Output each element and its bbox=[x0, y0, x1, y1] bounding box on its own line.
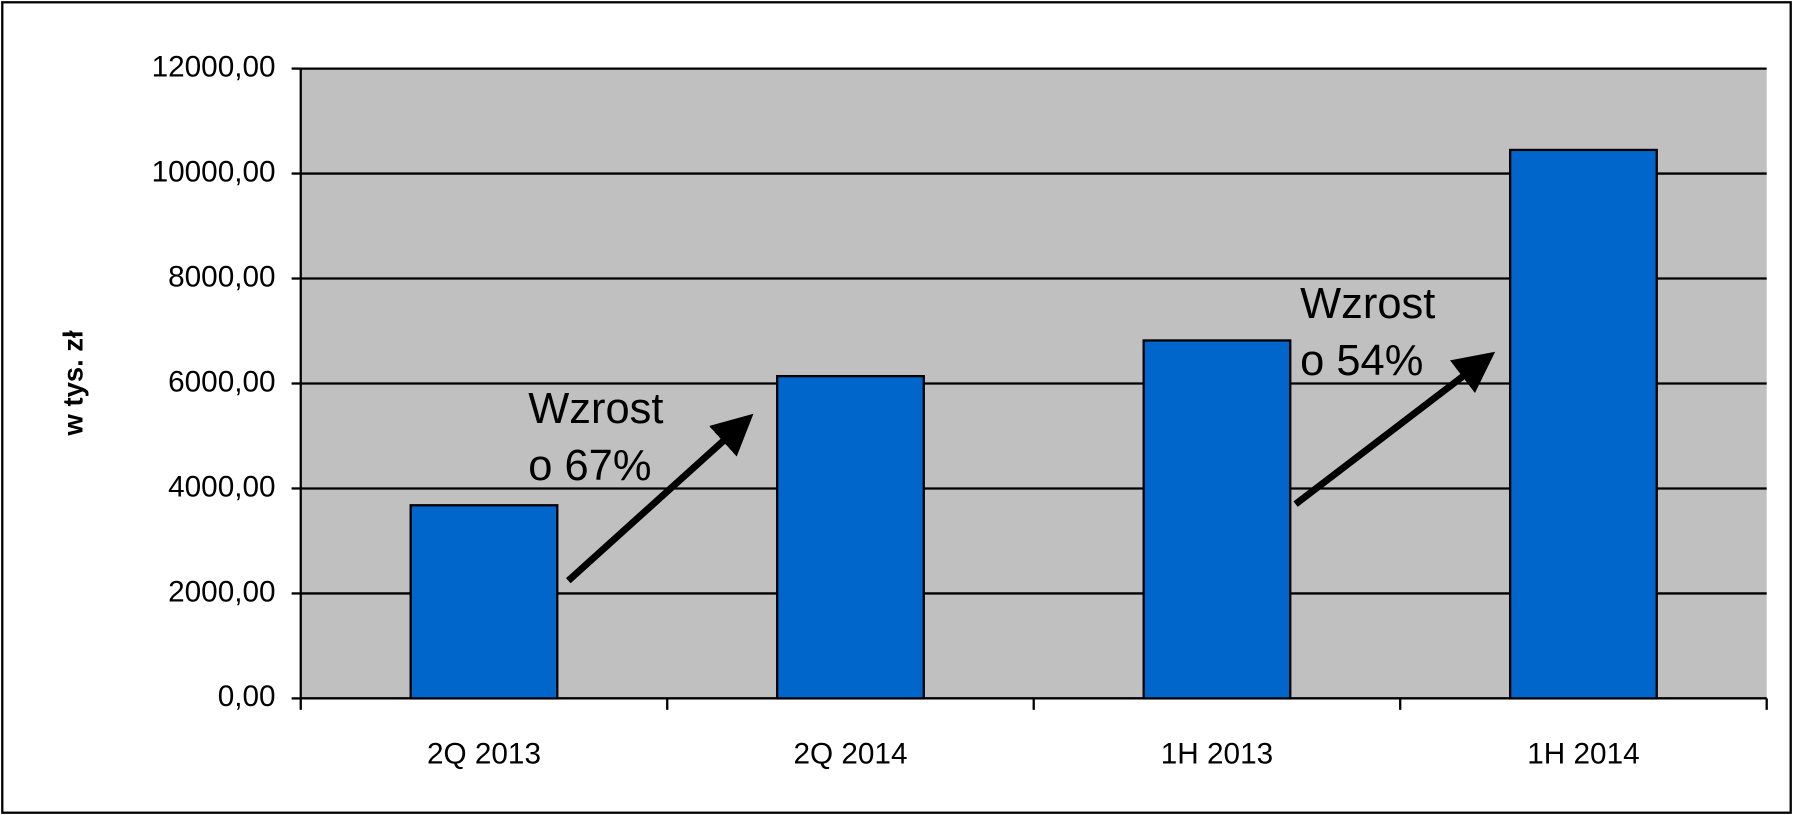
x-tick-label: 2Q 2014 bbox=[793, 737, 907, 770]
x-tick-label: 1H 2013 bbox=[1161, 737, 1273, 770]
bar bbox=[409, 504, 559, 700]
y-tick-label: 4000,00 bbox=[168, 470, 275, 503]
y-tick-label: 10000,00 bbox=[152, 155, 276, 188]
arrow bbox=[1293, 351, 1496, 507]
bar bbox=[1509, 148, 1658, 700]
bar bbox=[776, 375, 925, 700]
arrow bbox=[566, 413, 754, 584]
bar bbox=[1142, 339, 1292, 700]
y-tick-label: 6000,00 bbox=[168, 365, 275, 398]
annotation: Wzrost bbox=[528, 385, 663, 433]
y-tick-label: 12000,00 bbox=[152, 50, 276, 83]
y-tick-label: 0,00 bbox=[218, 680, 276, 713]
annotation: o 67% bbox=[528, 442, 651, 490]
annotation: o 54% bbox=[1300, 337, 1423, 385]
annotation: Wzrost bbox=[1300, 280, 1435, 328]
x-tick-label: 1H 2014 bbox=[1527, 737, 1639, 770]
x-tick-label: 2Q 2013 bbox=[427, 737, 541, 770]
y-tick-label: 8000,00 bbox=[168, 260, 275, 293]
y-axis-label: w tys. zł bbox=[58, 330, 89, 437]
y-tick-label: 2000,00 bbox=[168, 575, 275, 608]
